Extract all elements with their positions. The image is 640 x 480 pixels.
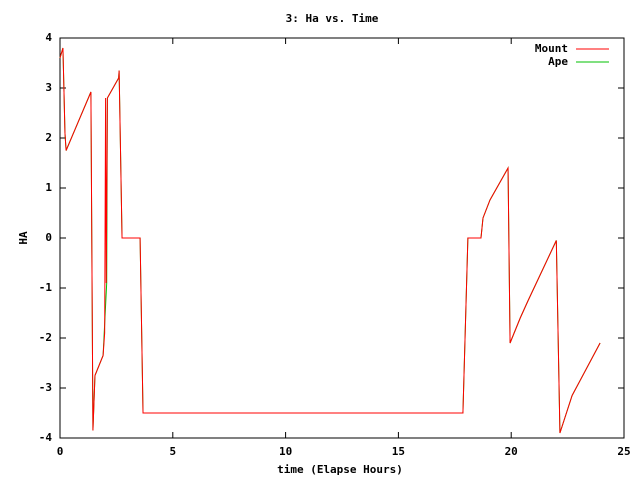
x-tick-label: 25	[617, 445, 630, 458]
y-tick-label: -4	[39, 431, 53, 444]
legend-label: Mount	[535, 42, 568, 55]
legend-label: Ape	[548, 55, 568, 68]
chart-title: 3: Ha vs. Time	[286, 12, 379, 25]
x-tick-label: 10	[279, 445, 292, 458]
y-tick-label: 0	[45, 231, 52, 244]
y-axis-label: HA	[17, 231, 30, 245]
series-line	[59, 47, 601, 434]
y-tick-label: 4	[45, 31, 52, 44]
y-tick-label: 2	[45, 131, 52, 144]
y-tick-label: 1	[45, 181, 52, 194]
plot-border	[59, 37, 625, 439]
y-tick-label: -2	[39, 331, 52, 344]
x-axis-label: time (Elapse Hours)	[277, 463, 403, 476]
x-tick-label: 20	[505, 445, 518, 458]
y-tick-label: 3	[45, 81, 52, 94]
y-tick-label: -1	[39, 281, 53, 294]
series-line	[59, 47, 601, 434]
x-tick-label: 15	[392, 445, 405, 458]
x-tick-label: 5	[169, 445, 176, 458]
y-tick-label: -3	[39, 381, 52, 394]
x-tick-label: 0	[57, 445, 64, 458]
